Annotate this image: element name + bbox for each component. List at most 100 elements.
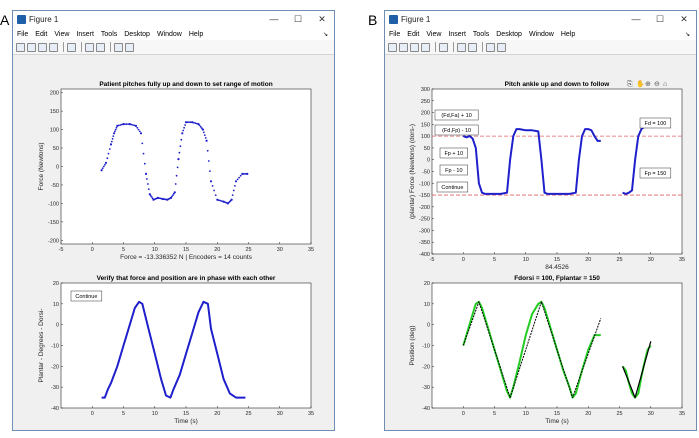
- dock-arrow-icon[interactable]: ↘: [684, 31, 690, 38]
- force-data-point: [148, 193, 151, 196]
- open-file-icon[interactable]: [399, 42, 408, 52]
- x-tick-label: 35: [308, 247, 314, 253]
- menu-edit[interactable]: Edit: [35, 30, 48, 38]
- property-inspector-icon[interactable]: [497, 42, 506, 52]
- menu-view[interactable]: View: [426, 30, 442, 38]
- y-tick-label: -250: [419, 217, 430, 223]
- x-axis-label: Time (s): [174, 418, 198, 425]
- force-data-point: [206, 149, 209, 152]
- continue-button: [436, 181, 469, 193]
- minimize-button[interactable]: —: [631, 14, 641, 24]
- force-data-point: [178, 151, 181, 154]
- menu-file[interactable]: File: [17, 30, 29, 38]
- force-data-point: [229, 199, 232, 202]
- x-tick-label: 15: [183, 411, 189, 417]
- force-data-point: [114, 130, 116, 133]
- axes-box: [60, 88, 312, 245]
- position-line: [101, 300, 246, 399]
- x-tick-label: 15: [554, 411, 560, 417]
- menu-window[interactable]: Window: [156, 30, 182, 38]
- force-data-point: [130, 123, 133, 126]
- menu-file[interactable]: File: [389, 30, 401, 38]
- export-icon: ⎘: [627, 80, 633, 88]
- menu-tools[interactable]: Tools: [472, 30, 490, 38]
- force-data-point: [180, 138, 183, 141]
- force-data-point: [191, 121, 194, 124]
- fp-minus-box: [439, 164, 468, 176]
- insert-legend-icon[interactable]: [96, 42, 105, 52]
- maximize-button[interactable]: ☐: [293, 14, 303, 24]
- x-tick-label: 20: [585, 257, 591, 263]
- force-data-point: [124, 123, 126, 125]
- figure-canvas-a: -5 0 5 10 15 20 25 30 35200150100500-50-100-150-…: [38, 81, 314, 425]
- force-data-point: [245, 173, 247, 175]
- print-icon[interactable]: [421, 42, 430, 52]
- menu-help[interactable]: Help: [560, 30, 576, 38]
- menu-window[interactable]: Window: [528, 30, 554, 38]
- y-tick-label: -10: [51, 344, 59, 350]
- close-button[interactable]: ✕: [680, 14, 688, 24]
- axes-box: [60, 282, 312, 409]
- x-tick-label: 5: [122, 411, 125, 417]
- edit-plot-arrow-icon[interactable]: [114, 42, 123, 52]
- insert-legend-icon[interactable]: [468, 42, 477, 52]
- upper-tolerance-box: [434, 109, 479, 121]
- edit-plot-arrow-icon[interactable]: [486, 42, 495, 52]
- force-trace: [462, 128, 601, 195]
- print-icon[interactable]: [49, 42, 58, 52]
- link-plot-icon[interactable]: [439, 42, 448, 52]
- force-data-point: [109, 143, 113, 146]
- toolbar-separator: [81, 42, 82, 52]
- figure-window-a: Figure 1 — ☐ ✕ File Edit View Insert Too…: [12, 10, 335, 431]
- menu-desktop[interactable]: Desktop: [124, 30, 150, 38]
- pan-icon: ✋: [636, 79, 645, 88]
- insert-colorbar-icon[interactable]: [85, 42, 94, 52]
- menu-tools[interactable]: Tools: [100, 30, 118, 38]
- force-data-point: [213, 189, 216, 192]
- x-tick-label: 35: [679, 411, 685, 417]
- figure-canvas-b: -5 0 5 10 15 20 25 30 35300250200150100500-50-10…: [409, 79, 685, 425]
- menu-insert[interactable]: Insert: [76, 30, 94, 38]
- x-tick-label: 10: [523, 257, 529, 263]
- toolbar-separator: [435, 42, 436, 52]
- close-button[interactable]: ✕: [318, 14, 326, 24]
- link-plot-icon[interactable]: [67, 42, 76, 52]
- force-data-point: [128, 123, 131, 126]
- window-title: Figure 1: [29, 15, 59, 24]
- force-data-point: [106, 157, 109, 160]
- y-tick-label: -50: [422, 170, 430, 176]
- plot-title: Fdorsi = 100, Fplantar = 150: [514, 275, 600, 282]
- fp-box-label: Fp = 150: [644, 171, 666, 177]
- x-tick-label: 15: [183, 247, 189, 253]
- y-tick-label: -350: [419, 240, 430, 246]
- minimize-button[interactable]: —: [269, 14, 279, 24]
- force-data-point: [116, 124, 119, 127]
- menu-edit[interactable]: Edit: [407, 30, 420, 38]
- menu-insert[interactable]: Insert: [448, 30, 466, 38]
- property-inspector-icon[interactable]: [125, 42, 134, 52]
- new-figure-icon[interactable]: [16, 42, 25, 52]
- insert-colorbar-icon[interactable]: [457, 42, 466, 52]
- force-data-point: [132, 124, 134, 126]
- save-icon[interactable]: [38, 42, 47, 52]
- x-tick-label: 35: [308, 411, 314, 417]
- y-tick-label: 0: [427, 323, 430, 329]
- force-data-point: [192, 121, 195, 124]
- force-data-point: [231, 194, 234, 197]
- force-data-point: [127, 123, 130, 125]
- y-tick-label: 50: [53, 146, 59, 152]
- save-icon[interactable]: [410, 42, 419, 52]
- dock-arrow-icon[interactable]: ↘: [322, 31, 328, 38]
- new-figure-icon[interactable]: [388, 42, 397, 52]
- maximize-button[interactable]: ☐: [655, 14, 665, 24]
- menu-help[interactable]: Help: [188, 30, 204, 38]
- force-data-point: [239, 174, 242, 177]
- reference-position-line: [622, 341, 652, 399]
- menu-desktop[interactable]: Desktop: [496, 30, 522, 38]
- y-tick-label: -100: [419, 181, 430, 187]
- y-axis-label: Force (Newtons): [38, 142, 45, 190]
- menu-view[interactable]: View: [54, 30, 70, 38]
- open-file-icon[interactable]: [27, 42, 36, 52]
- y-tick-label: 0: [56, 323, 59, 329]
- y-tick-label: -40: [51, 406, 59, 412]
